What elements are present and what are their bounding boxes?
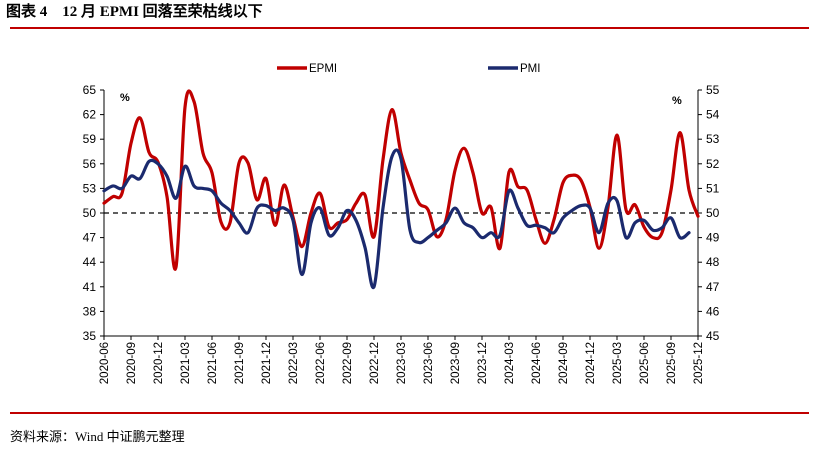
left-tick-label: 47 — [83, 231, 97, 245]
right-tick-label: 55 — [706, 83, 720, 97]
x-tick-label: 2025-03 — [612, 342, 624, 384]
left-tick-label: 56 — [83, 157, 97, 171]
left-tick-label: 62 — [83, 108, 97, 122]
x-tick-label: 2021-03 — [180, 342, 192, 384]
x-tick-label: 2022-06 — [315, 342, 327, 384]
right-tick-label: 48 — [706, 255, 720, 269]
x-tick-label: 2021-12 — [261, 342, 273, 384]
x-tick-label: 2020-09 — [126, 342, 138, 384]
right-tick-label: 50 — [706, 206, 720, 220]
x-tick-label: 2021-06 — [207, 342, 219, 384]
x-tick-label: 2025-12 — [693, 342, 705, 384]
x-tick-label: 2025-06 — [639, 342, 651, 384]
right-tick-label: 49 — [706, 231, 720, 245]
series-line-pmi — [102, 148, 691, 290]
left-tick-label: 44 — [83, 255, 97, 269]
x-tick-label: 2020-12 — [153, 342, 165, 384]
x-tick-label: 2024-03 — [504, 342, 516, 384]
x-tick-label: 2025-09 — [666, 342, 678, 384]
left-tick-label: 41 — [83, 280, 97, 294]
x-tick-label: 2024-09 — [558, 342, 570, 384]
left-tick-label: 50 — [83, 206, 97, 220]
left-tick-label: 53 — [83, 181, 97, 195]
left-tick-label: 38 — [83, 304, 97, 318]
x-tick-label: 2023-06 — [423, 342, 435, 384]
right-tick-label: 52 — [706, 157, 720, 171]
x-tick-label: 2024-06 — [531, 342, 543, 384]
right-tick-label: 53 — [706, 132, 720, 146]
source-note: 资料来源：Wind 中证鹏元整理 — [10, 429, 185, 444]
right-tick-label: 51 — [706, 181, 720, 195]
left-tick-label: 59 — [83, 132, 97, 146]
x-tick-label: 2023-03 — [396, 342, 408, 384]
x-tick-label: 2023-09 — [450, 342, 462, 384]
x-tick-label: 2022-09 — [342, 342, 354, 384]
title-divider — [10, 27, 809, 29]
left-tick-label: 35 — [83, 329, 97, 343]
legend-label-pmi: PMI — [520, 63, 540, 75]
series-line-epmi — [102, 89, 700, 271]
legend-label-epmi: EPMI — [309, 63, 337, 75]
left-tick-label: 65 — [83, 83, 97, 97]
left-unit-label: % — [120, 92, 130, 104]
x-tick-label: 2020-06 — [99, 342, 111, 384]
x-tick-label: 2022-03 — [288, 342, 300, 384]
x-tick-label: 2024-12 — [585, 342, 597, 384]
right-tick-label: 45 — [706, 329, 720, 343]
x-tick-label: 2022-12 — [369, 342, 381, 384]
footer-divider — [10, 412, 809, 414]
x-tick-label: 2021-09 — [234, 342, 246, 384]
right-tick-label: 46 — [706, 304, 720, 318]
x-tick-label: 2023-12 — [477, 342, 489, 384]
right-unit-label: % — [672, 95, 682, 107]
right-tick-label: 47 — [706, 280, 720, 294]
figure-title: 图表 4 12 月 EPMI 回落至荣枯线以下 — [6, 4, 263, 20]
right-tick-label: 54 — [706, 108, 720, 122]
